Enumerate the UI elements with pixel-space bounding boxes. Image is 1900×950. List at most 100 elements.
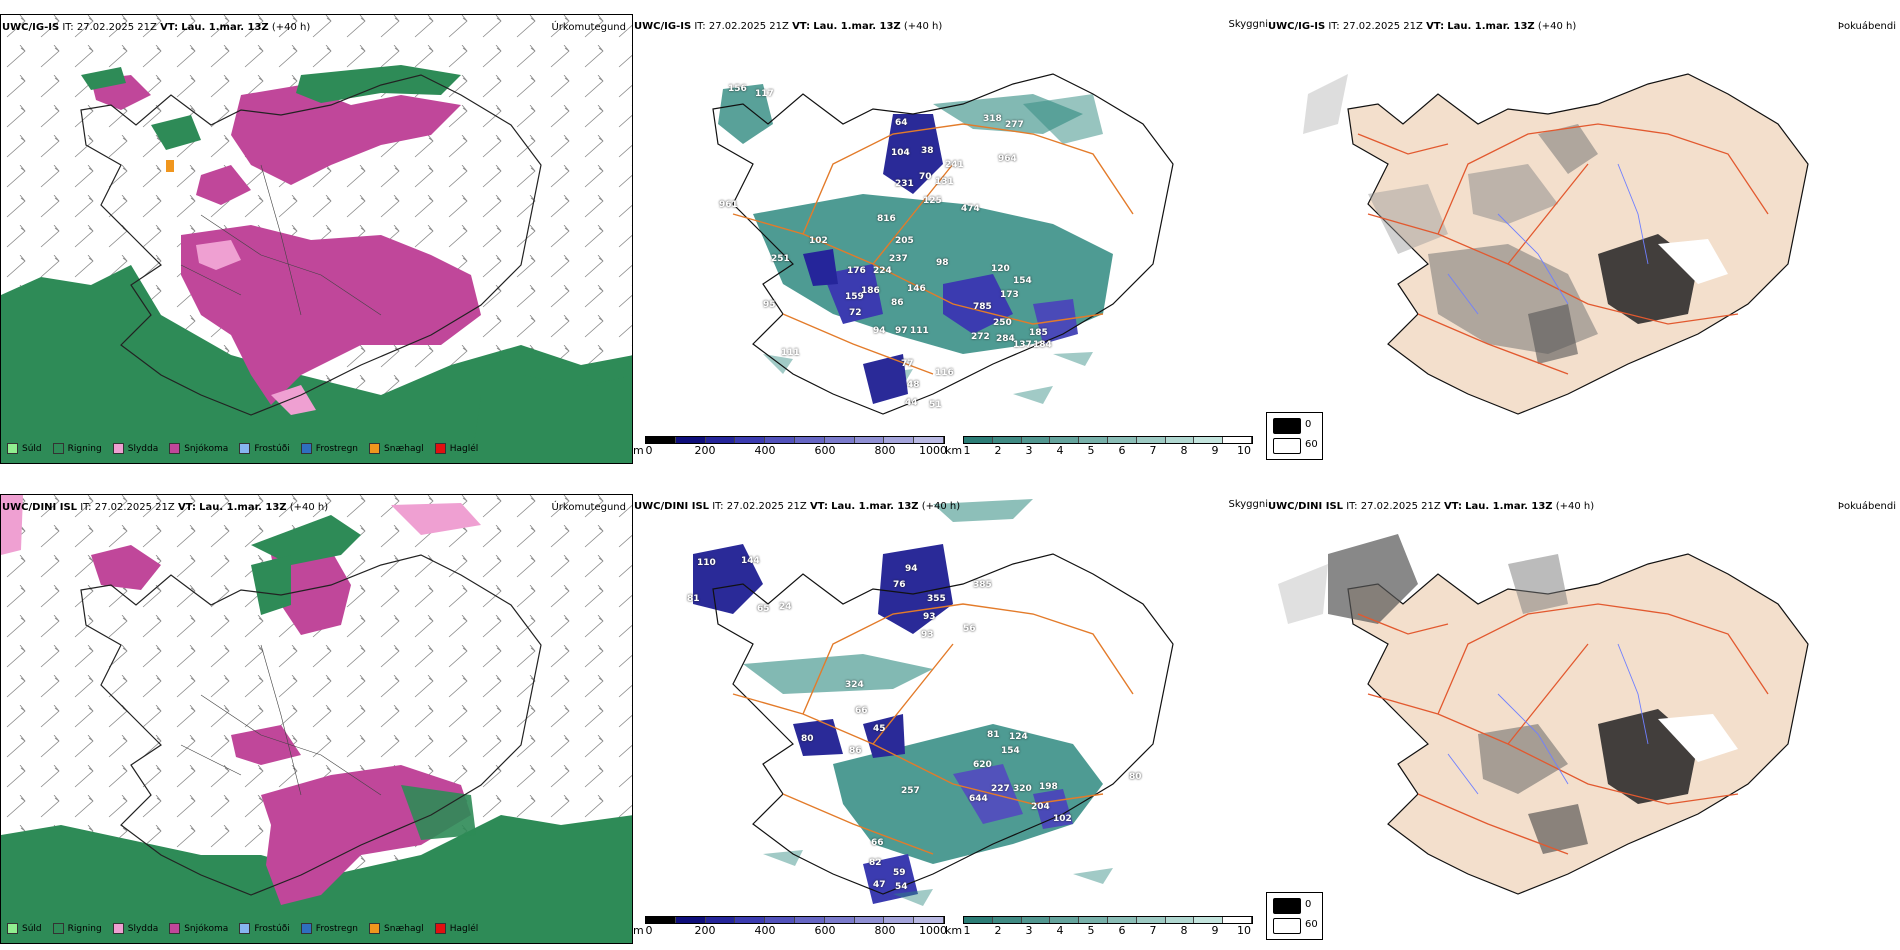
it-value: 27.02.2025 21Z (76, 22, 157, 33)
ceiling-label: 47 (873, 880, 886, 890)
legend-item-sleet: Slydda (112, 443, 158, 454)
ceiling-cell (646, 437, 676, 443)
ceiling-label: 66 (871, 838, 884, 848)
visibility-cell (1165, 917, 1195, 923)
legend-item-freezing-rain: Frostregn (300, 923, 358, 934)
tick-label: 7 (1149, 924, 1157, 937)
ceiling-colorbar-1: m 0 200 400 600 800 1000 (633, 436, 948, 458)
it-value: 27.02.2025 21Z (726, 501, 807, 512)
ceiling-label: 51 (929, 400, 942, 410)
visibility-cell (1107, 437, 1137, 443)
ceiling-cell (705, 437, 736, 443)
fog-legend-swatch-black (1273, 418, 1301, 434)
visibility-panel-1: 156 117 64 318 277 104 38 241 964 231 70… (633, 14, 1268, 464)
ceiling-label: 277 (1005, 120, 1024, 130)
tick-label: 4 (1056, 444, 1064, 457)
ceiling-ticks: 0 200 400 600 800 1000 (645, 444, 948, 457)
it-label: IT: (694, 21, 706, 32)
visibility-cell (1194, 917, 1224, 923)
ceiling-label: 224 (873, 266, 892, 276)
ceiling-label: 964 (998, 154, 1017, 164)
tick-label: 0 (645, 924, 653, 937)
ceiling-label: 95 (763, 300, 776, 310)
visibility-header-2: UWC/DINI ISL IT: 27.02.2025 21Z VT: Lau.… (634, 501, 960, 513)
ceiling-cell (675, 917, 706, 923)
visibility-unit: km (945, 444, 963, 457)
ceiling-label: 176 (847, 266, 866, 276)
vt-value: Lau. 1.mar. 13Z (199, 502, 287, 513)
visibility-cell (1194, 437, 1224, 443)
tick-label: 1 (963, 444, 971, 457)
visibility-cell (1223, 437, 1252, 443)
ceiling-unit: m (633, 444, 644, 457)
ceiling-label: 620 (973, 760, 992, 770)
ceiling-label: 173 (1000, 290, 1019, 300)
tick-label: 4 (1056, 924, 1064, 937)
ceiling-label: 93 (921, 630, 934, 640)
ceiling-label: 45 (873, 724, 886, 734)
precip-legend-1: Súld Rigning Slydda Snjókoma Frostúði Fr… (7, 443, 489, 454)
hail-swatch (434, 923, 446, 934)
precip-type-panel-1: UWC/IG-IS IT: 27.02.2025 21Z VT: Lau. 1.… (0, 14, 633, 464)
ceiling-label: 102 (1053, 814, 1072, 824)
it-value: 27.02.2025 21Z (708, 21, 789, 32)
vt-value: Lau. 1.mar. 13Z (181, 22, 269, 33)
visibility-panel-2: 110 144 81 65 24 94 76 385 355 93 93 56 … (633, 494, 1268, 944)
precip-map-1 (1, 15, 632, 463)
visibility-cells (963, 436, 1253, 444)
ceiling-label: 355 (927, 594, 946, 604)
visibility-unit: km (945, 924, 963, 937)
ceiling-label: 54 (895, 882, 908, 892)
ceiling-label: 185 (1029, 328, 1048, 338)
ceiling-label: 257 (901, 786, 920, 796)
ceiling-label: 66 (855, 706, 868, 716)
ceiling-cell (765, 917, 795, 923)
lead-time: (+40 h) (921, 501, 961, 512)
fog-map-1 (1303, 73, 1809, 415)
ceiling-label: 24 (779, 602, 792, 612)
precip-header-2: UWC/DINI ISL IT: 27.02.2025 21Z VT: Lau.… (2, 502, 328, 514)
precip-title-1: Úrkomutegund (551, 22, 626, 33)
ceiling-label: 76 (893, 580, 906, 590)
lead-time: (+40 h) (271, 22, 311, 33)
ceiling-label: 98 (936, 258, 949, 268)
it-label: IT: (1328, 21, 1340, 32)
tick-label: 600 (814, 924, 836, 937)
fog-legend-label: 60 (1305, 439, 1318, 450)
drizzle-swatch (7, 923, 18, 934)
legend-item-snow-pellets: Snæhagl (369, 923, 424, 934)
ceiling-cell (884, 917, 915, 923)
vt-value: Lau. 1.mar. 13Z (813, 21, 901, 32)
model-name: UWC/IG-IS (634, 21, 692, 32)
visibility-cell (1165, 437, 1195, 443)
ceiling-label: 318 (983, 114, 1002, 124)
visibility-cell (964, 437, 993, 443)
vt-label: VT: (809, 501, 828, 512)
tick-label: 2 (994, 444, 1002, 457)
ceiling-label: 65 (757, 604, 770, 614)
fog-title-2: Þokuábendi (1837, 501, 1896, 512)
legend-item-snow: Snjókoma (169, 923, 228, 934)
legend-item-freezing-rain: Frostregn (300, 443, 358, 454)
ceiling-cell (884, 437, 915, 443)
hail-swatch (434, 443, 446, 454)
tick-label: 600 (814, 444, 836, 457)
visibility-cell (1107, 917, 1137, 923)
vt-label: VT: (177, 502, 196, 513)
ceiling-label: 59 (893, 868, 906, 878)
ceiling-label: 474 (961, 204, 980, 214)
ceiling-label: 70 (919, 172, 932, 182)
it-value: 27.02.2025 21Z (1342, 21, 1423, 32)
ceiling-label: 77 (901, 359, 914, 369)
tick-label: 400 (754, 924, 776, 937)
ceiling-label: 86 (891, 298, 904, 308)
fog-legend-2: 0 60 (1266, 892, 1323, 940)
ceiling-cell (765, 437, 795, 443)
ceiling-label: 116 (935, 368, 954, 378)
snow-pellets-swatch (369, 923, 381, 934)
ceiling-label: 284 (996, 334, 1015, 344)
ceiling-label: 159 (845, 292, 864, 302)
row-1: UWC/IG-IS IT: 27.02.2025 21Z VT: Lau. 1.… (0, 0, 1900, 470)
visibility-ticks: 1 2 3 4 5 6 7 8 9 10 (963, 444, 1253, 457)
fog-legend-label: 60 (1305, 919, 1318, 930)
